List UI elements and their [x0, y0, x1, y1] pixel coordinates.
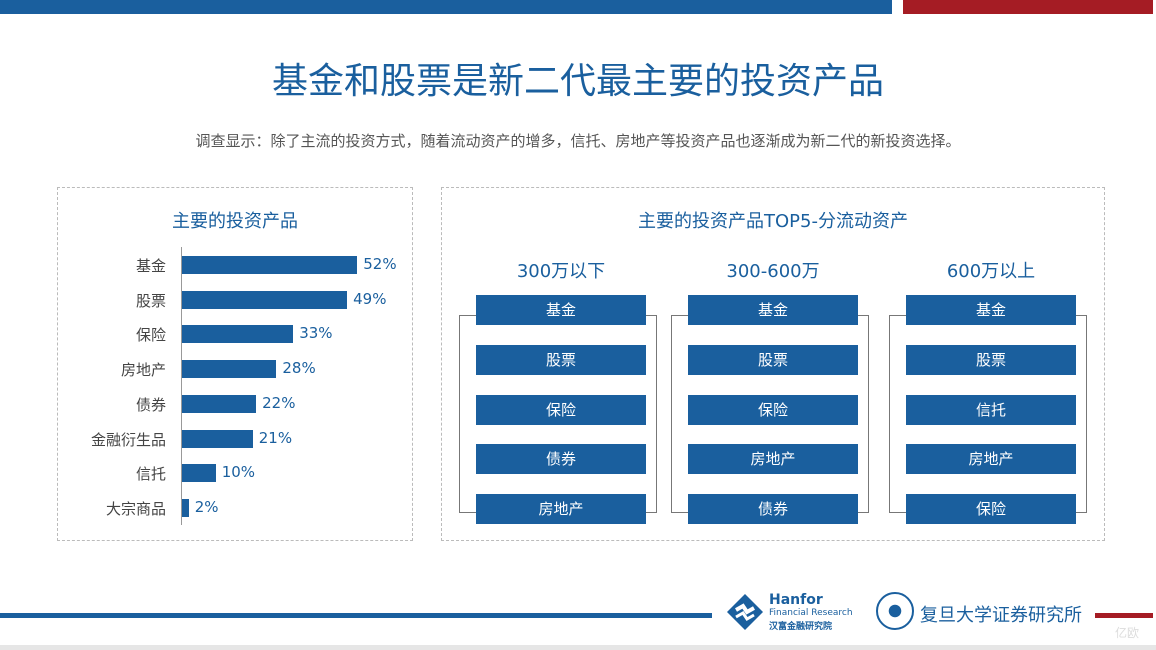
rank-box: 基金	[906, 295, 1076, 325]
rank-box: 保险	[688, 394, 858, 425]
bar-value-label: 22%	[262, 393, 296, 412]
fudan-name: 复旦大学证券研究所	[920, 605, 1082, 626]
left-panel-title: 主要的投资产品	[172, 211, 298, 232]
bar-label: 债券	[135, 395, 166, 414]
bar-label: 大宗商品	[105, 499, 166, 518]
hanfor-logo-icon	[727, 594, 763, 630]
bar-label: 金融衍生品	[90, 430, 166, 449]
rank-box: 股票	[476, 344, 646, 375]
bar-value-label: 33%	[299, 324, 333, 343]
top-red-bar	[903, 0, 1153, 14]
rank-box: 保险	[906, 494, 1076, 525]
column-header: 300万以下	[516, 261, 606, 282]
rank-box: 债券	[476, 444, 646, 475]
rank-box: 股票	[688, 344, 858, 375]
bottom-red-line	[1095, 613, 1153, 618]
bar	[182, 464, 216, 483]
bar	[182, 498, 189, 517]
chart-axis	[181, 247, 182, 525]
left-panel	[57, 187, 413, 541]
page-subtitle: 调查显示：除了主流的投资方式，随着流动资产的增多，信托、房地产等投资产品也逐渐成…	[195, 132, 961, 150]
hanfor-cn: 汉富金融研究院	[769, 622, 833, 632]
right-panel	[441, 187, 1105, 541]
rank-box: 股票	[906, 344, 1076, 375]
column-header: 600万以上	[946, 261, 1036, 282]
bar-label: 股票	[135, 291, 166, 310]
bar-value-label: 21%	[258, 428, 293, 447]
bar-label: 房地产	[120, 361, 166, 380]
page-title: 基金和股票是新二代最主要的投资产品	[271, 61, 884, 102]
bar	[182, 290, 348, 309]
rank-box: 基金	[688, 295, 858, 325]
rank-box: 房地产	[476, 494, 646, 525]
bar-label: 信托	[135, 465, 166, 484]
bar-value-label: 49%	[353, 289, 387, 308]
rank-box: 房地产	[688, 444, 858, 475]
bar	[182, 394, 257, 413]
rank-box: 债券	[688, 494, 858, 525]
fudan-seal-icon	[876, 592, 914, 630]
hanfor-name: Hanfor	[769, 592, 823, 608]
watermark: 亿欧	[1115, 626, 1140, 640]
bar-value-label: 28%	[282, 359, 316, 378]
bottom-blue-line	[0, 613, 712, 618]
right-panel-title: 主要的投资产品TOP5-分流动资产	[638, 211, 908, 232]
bar-label: 保险	[135, 326, 166, 345]
bar-label: 基金	[135, 257, 166, 275]
bar-value-label: 52%	[363, 255, 397, 273]
bar	[182, 256, 358, 274]
bar-value-label: 2%	[194, 497, 219, 516]
bar	[182, 325, 294, 344]
hanfor-sub: Financial Research	[769, 608, 853, 618]
rank-box: 保险	[476, 394, 646, 425]
hanfor-logo: Hanfor Financial Research 汉富金融研究院	[727, 592, 862, 632]
rank-box: 房地产	[906, 444, 1076, 475]
rank-box: 基金	[476, 295, 646, 325]
bottom-strip	[0, 645, 1156, 650]
bar-value-label: 10%	[221, 463, 256, 482]
rank-box: 信托	[906, 394, 1076, 425]
bar	[182, 360, 277, 379]
bar	[182, 429, 253, 448]
column-header: 300-600万	[726, 261, 820, 282]
top-blue-bar	[0, 0, 892, 14]
